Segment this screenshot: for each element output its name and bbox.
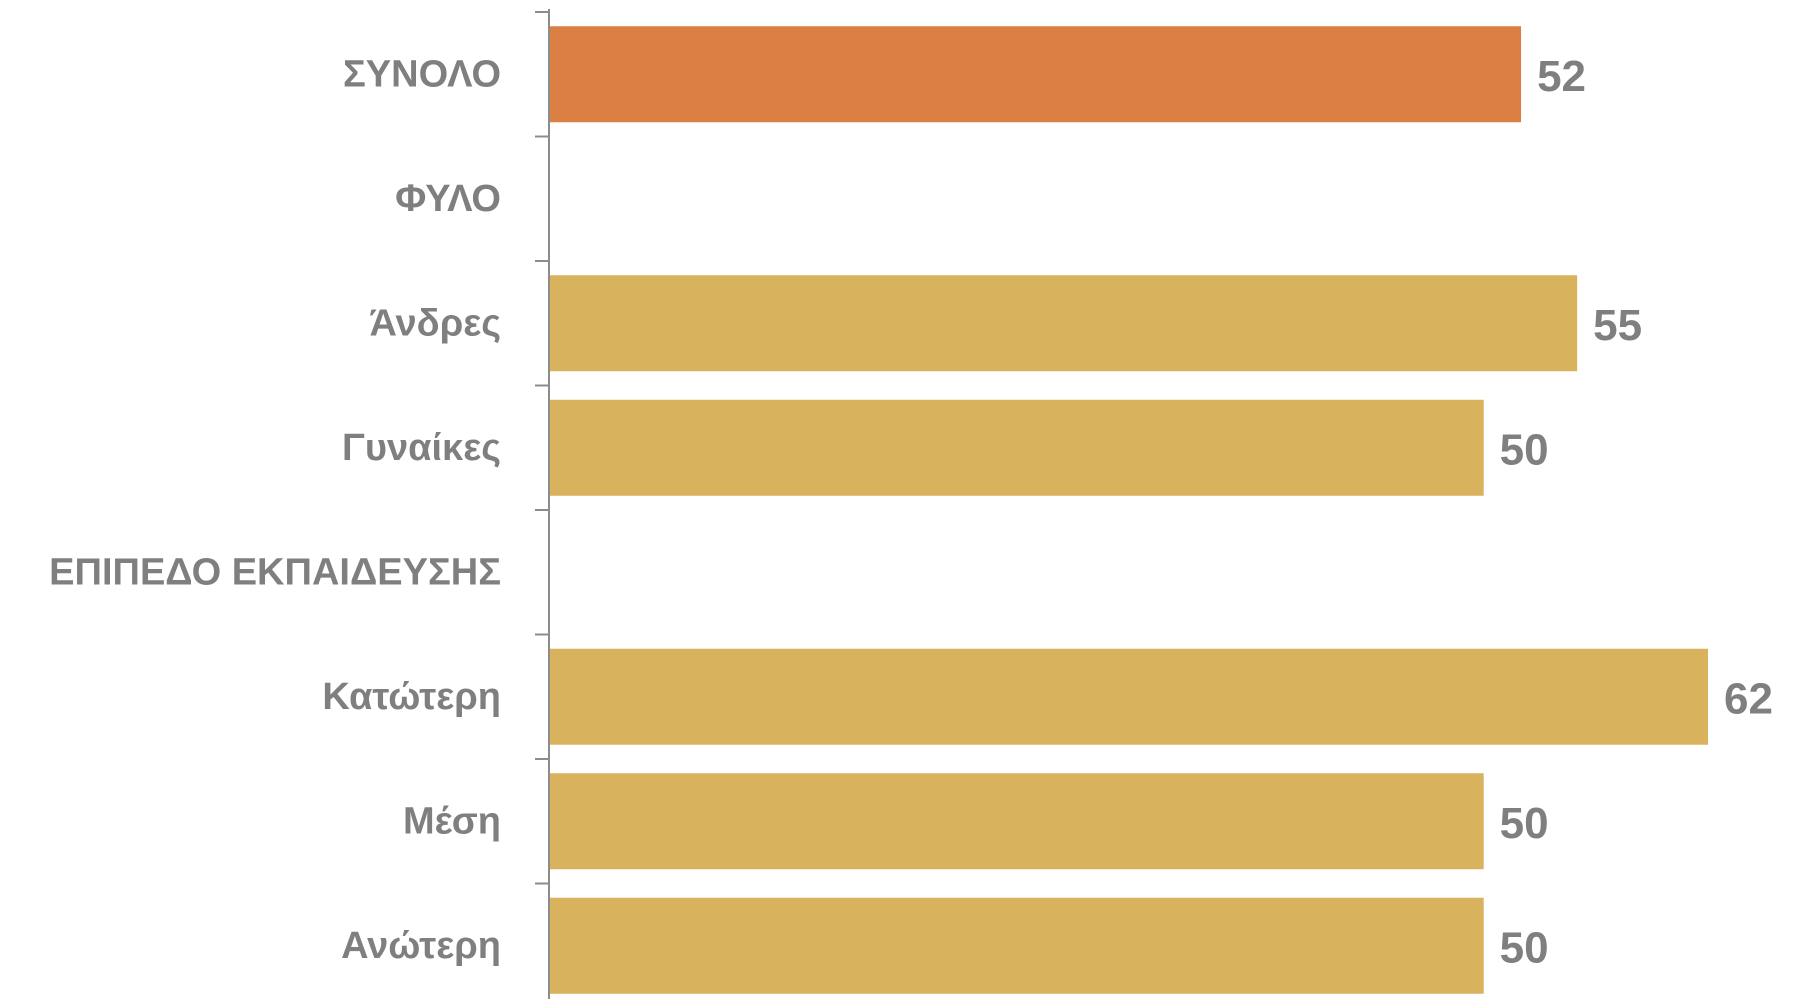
bar: [549, 275, 1578, 372]
bar: [549, 26, 1522, 123]
category-label: Μέση: [403, 800, 501, 842]
category-label: ΕΠΙΠΕΔΟ ΕΚΠΑΙΔΕΥΣΗΣ: [49, 551, 501, 593]
value-label: 50: [1500, 425, 1549, 474]
category-labels-group: ΣΥΝΟΛΟ ΦΥΛΟ Άνδρες Γυναίκες ΕΠΙΠΕΔΟ ΕΚΠΑΙΔΕΥ…: [49, 53, 501, 967]
value-label: 55: [1593, 301, 1642, 350]
category-label: Άνδρες: [369, 302, 501, 344]
bar: [549, 897, 1484, 994]
bar: [549, 648, 1708, 745]
category-label: Ανώτερη: [341, 925, 501, 967]
value-label: 62: [1724, 674, 1773, 723]
bars-group: [549, 26, 1708, 994]
value-label: 50: [1500, 799, 1549, 848]
y-axis: [535, 9, 550, 999]
value-labels-group: 52 55 50 62 50 50: [1500, 52, 1773, 973]
category-label: ΣΥΝΟΛΟ: [343, 53, 501, 95]
category-label: Γυναίκες: [342, 427, 501, 469]
value-label: 52: [1537, 52, 1586, 101]
bar: [549, 773, 1484, 870]
bar: [549, 399, 1484, 496]
category-label: Κατώτερη: [322, 676, 501, 718]
value-label: 50: [1500, 923, 1549, 972]
category-label: ΦΥΛΟ: [395, 178, 501, 220]
